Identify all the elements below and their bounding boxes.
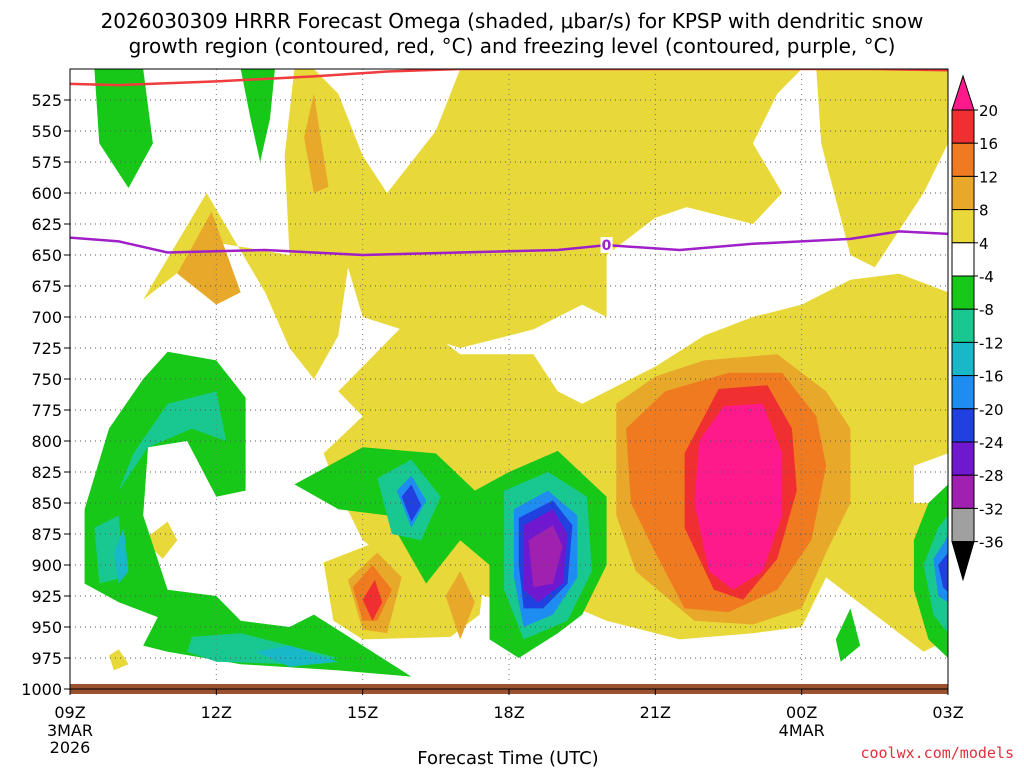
omega-region-21 <box>835 608 861 662</box>
y-tick-label: 950 <box>31 618 62 637</box>
colorbar-label: -16 <box>979 368 1004 386</box>
omega-region-16 <box>694 403 783 590</box>
colorbar-swatch <box>951 341 975 377</box>
omega-region-30 <box>255 645 339 667</box>
omega-region-4 <box>143 521 178 559</box>
y-tick-label: 825 <box>31 463 62 482</box>
y-tick-label: 900 <box>31 556 62 575</box>
colorbar-label: 16 <box>979 135 998 153</box>
y-tick-label: 750 <box>31 370 62 389</box>
colorbar-label: 20 <box>979 102 998 120</box>
omega-region-17 <box>94 69 153 188</box>
omega-region-15 <box>362 579 383 621</box>
y-tick-label: 525 <box>31 91 62 110</box>
colorbar-label: -24 <box>979 434 1004 452</box>
chart-title-line-2: growth region (contoured, red, °C) and f… <box>129 34 896 58</box>
colorbar-label: -4 <box>979 268 994 286</box>
y-tick-label: 675 <box>31 277 62 296</box>
colorbar-label: -28 <box>979 467 1004 485</box>
y-tick-label: 600 <box>31 184 62 203</box>
y-tick-label: 575 <box>31 153 62 172</box>
omega-region-34 <box>401 484 422 522</box>
colorbar-label: 8 <box>979 202 989 220</box>
colorbar-label: -8 <box>979 301 994 319</box>
colorbar-swatch <box>951 175 975 211</box>
x-axis-title: Forecast Time (UTC) <box>417 748 598 768</box>
y-tick-label: 625 <box>31 215 62 234</box>
colorbar-swatch <box>951 142 975 177</box>
colorbar-swatch <box>951 474 975 509</box>
omega-shading <box>84 69 948 677</box>
colorbar-swatch <box>951 209 975 244</box>
colorbar-swatch <box>951 308 975 343</box>
omega-region-8 <box>304 93 329 193</box>
freezing-level-label-bg <box>600 237 613 254</box>
colorbar-swatch <box>951 109 975 144</box>
colorbar-bottom-arrow <box>951 541 975 582</box>
colorbar-swatch <box>951 441 975 476</box>
y-tick-label: 975 <box>31 649 62 668</box>
x-tick-label: 09Z <box>54 703 85 722</box>
omega-region-23 <box>109 391 227 516</box>
colorbar: 20 16 12 8 4 -4 -8 -12 -16 -20 -24 -28 -32 -36 <box>951 74 1004 582</box>
chart-title-line-1: 2026030309 HRRR Forecast Omega (shaded, … <box>101 9 924 33</box>
x-tick-year: 2026 <box>50 738 91 757</box>
colorbar-label: -20 <box>979 401 1004 419</box>
colorbar-label: -32 <box>979 500 1004 518</box>
omega-region-38 <box>528 525 563 588</box>
x-tick-label: 18Z <box>493 703 524 722</box>
x-tick-date: 3MAR <box>47 721 93 740</box>
y-tick-label: 725 <box>31 339 62 358</box>
omega-region-18 <box>240 69 275 162</box>
colorbar-swatch <box>951 242 975 277</box>
omega-region-29 <box>113 527 129 584</box>
colorbar-top-arrow <box>951 74 975 111</box>
x-tick-label: 21Z <box>640 703 671 722</box>
omega-region-7 <box>177 211 241 305</box>
y-tick-label: 1000 <box>21 680 62 699</box>
x-tick-label: 00Z <box>786 703 817 722</box>
x-tick-date: 4MAR <box>779 721 825 740</box>
freezing-level-label: 0 <box>602 238 612 254</box>
y-tick-label: 925 <box>31 587 62 606</box>
y-tick-label: 700 <box>31 308 62 327</box>
omega-region-36 <box>938 552 948 593</box>
y-tick-label: 800 <box>31 432 62 451</box>
dgz-contour-line <box>70 69 948 87</box>
colorbar-label: 12 <box>979 168 998 186</box>
x-tick-label: 03Z <box>932 703 963 722</box>
x-tick-label: 15Z <box>347 703 378 722</box>
y-tick-label: 550 <box>31 122 62 141</box>
colorbar-label: 4 <box>979 235 989 253</box>
y-tick-label: 650 <box>31 246 62 265</box>
colorbar-swatch <box>951 507 975 543</box>
colorbar-label: -36 <box>979 534 1004 552</box>
colorbar-swatch <box>951 375 975 410</box>
omega-region-5 <box>109 649 129 671</box>
omega-region-2 <box>816 69 948 268</box>
y-tick-label: 775 <box>31 401 62 420</box>
omega-region-1 <box>606 69 783 224</box>
colorbar-swatch <box>951 408 975 443</box>
y-tick-label: 850 <box>31 494 62 513</box>
x-tick-label: 12Z <box>201 703 232 722</box>
y-axis: 525 550 575 600 625 650 675 700 725 750 775 800 825 8… <box>21 91 70 699</box>
contours: 0 <box>70 69 948 257</box>
colorbar-label: -12 <box>979 334 1004 352</box>
y-tick-label: 875 <box>31 525 62 544</box>
omega-region-10 <box>445 571 475 640</box>
credit-text: coolwx.com/models <box>860 744 1014 762</box>
freezing-level-line <box>70 230 948 257</box>
colorbar-swatch <box>951 275 975 310</box>
